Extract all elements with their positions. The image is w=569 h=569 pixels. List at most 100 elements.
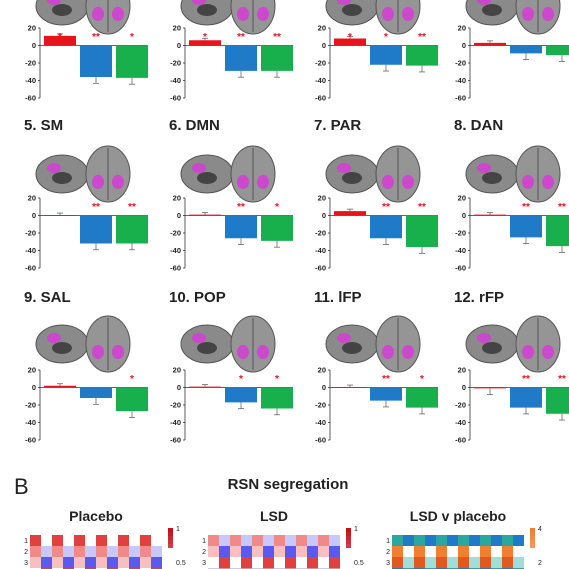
bar: [261, 215, 293, 241]
network-blob: [337, 163, 351, 173]
matrix-cell: [263, 535, 274, 546]
network-blob: [477, 163, 491, 173]
matrix-title: LSD v placebo: [410, 508, 506, 524]
matrix-cell: [63, 535, 74, 546]
matrix-cell: [140, 557, 151, 568]
network-blob: [402, 345, 414, 359]
bar: [334, 387, 366, 388]
y-tick-label: -20: [170, 59, 181, 68]
significance-star: **: [382, 374, 390, 385]
matrix-cell: [318, 557, 329, 568]
y-tick-label: 20: [28, 194, 36, 203]
significance-star: **: [558, 202, 566, 213]
bar: [44, 215, 76, 216]
matrix-cell: [41, 535, 52, 546]
brain-stem: [482, 172, 502, 184]
y-tick-label: -60: [315, 94, 326, 103]
matrix-cell: [74, 546, 85, 557]
bar-chart: 200-20-40-60* ** **: [170, 24, 293, 103]
y-tick-label: -60: [170, 264, 181, 273]
bar: [406, 215, 438, 247]
y-tick-label: 0: [462, 383, 466, 392]
colorbar-segment: [530, 540, 535, 544]
matrix-cell: [30, 557, 41, 568]
matrix-cell: [296, 535, 307, 546]
colorbar-segment: [168, 564, 173, 568]
matrix-cell: [208, 535, 219, 546]
colorbar-segment: [168, 556, 173, 560]
matrix-cell: [208, 546, 219, 557]
bar: [510, 387, 542, 408]
bar: [261, 387, 293, 409]
y-tick-label: -60: [455, 264, 466, 273]
y-tick-label: 20: [458, 194, 466, 203]
network-blob: [337, 333, 351, 343]
bar: [546, 215, 569, 247]
significance-star: **: [128, 202, 136, 213]
matrix-cell: [263, 546, 274, 557]
matrix-cell: [241, 535, 252, 546]
panel-b-title: RSN segregation: [228, 476, 349, 493]
matrix-cell: [329, 535, 340, 546]
bar: [334, 38, 366, 46]
colorbar-segment: [168, 544, 173, 548]
matrix-cell: [513, 557, 524, 568]
network-blob: [542, 345, 554, 359]
colorbar-segment: [168, 540, 173, 544]
matrix-cell: [140, 535, 151, 546]
y-tick-label: 20: [173, 24, 181, 33]
colorbar-top-label: 1: [176, 526, 180, 533]
y-tick-label: 20: [173, 194, 181, 203]
matrix-cell: [414, 546, 425, 557]
matrix-panel: LSD123410.5: [202, 508, 364, 569]
matrix-cell: [41, 557, 52, 568]
y-tick-label: -40: [455, 418, 466, 427]
matrix-row-label: 3: [386, 560, 390, 567]
significance-star: *: [130, 374, 134, 385]
colorbar-segment: [346, 560, 351, 564]
bar: [44, 35, 76, 46]
bar: [80, 215, 112, 244]
matrix-cell: [425, 557, 436, 568]
colorbar-segment: [346, 528, 351, 532]
network-blob: [522, 345, 534, 359]
y-tick-label: -60: [170, 94, 181, 103]
y-tick-label: 0: [322, 211, 326, 220]
significance-star: **: [522, 374, 530, 385]
matrix-cell: [107, 546, 118, 557]
network-title: 11. lFP: [314, 289, 362, 306]
matrix-cell: [307, 557, 318, 568]
significance-star: *: [384, 32, 388, 43]
bar: [510, 215, 542, 238]
y-tick-label: 0: [177, 211, 181, 220]
brain-images: [35, 0, 561, 373]
colorbar-segment: [530, 560, 535, 564]
matrix-row-label: 2: [202, 549, 206, 556]
y-tick-label: -60: [455, 94, 466, 103]
significance-star: **: [92, 202, 100, 213]
matrix-cell: [140, 546, 151, 557]
brain-stem: [342, 172, 362, 184]
network-blob: [402, 7, 414, 21]
network-blob: [382, 175, 394, 189]
y-tick-label: 20: [458, 366, 466, 375]
matrix-cell: [52, 535, 63, 546]
brain-pair: [35, 0, 131, 35]
brain-stem: [197, 342, 217, 354]
y-tick-label: -40: [25, 76, 36, 85]
colorbar-segment: [346, 548, 351, 552]
matrix-cell: [219, 535, 230, 546]
matrix-cell: [491, 535, 502, 546]
matrix-cell: [307, 546, 318, 557]
panel-b-letter: B: [14, 474, 29, 499]
y-tick-label: 0: [32, 383, 36, 392]
matrix-cell: [513, 546, 524, 557]
network-titles: 5. SM 6. DMN 7. PAR 8. DAN 9. SAL 10. POP 11. …: [24, 117, 504, 306]
brain-stem: [197, 172, 217, 184]
colorbar-mid-label: 0.5: [354, 560, 364, 567]
y-tick-label: -60: [170, 436, 181, 445]
matrix-cell: [41, 546, 52, 557]
bar: [116, 387, 148, 412]
brain-pair: [465, 315, 561, 373]
